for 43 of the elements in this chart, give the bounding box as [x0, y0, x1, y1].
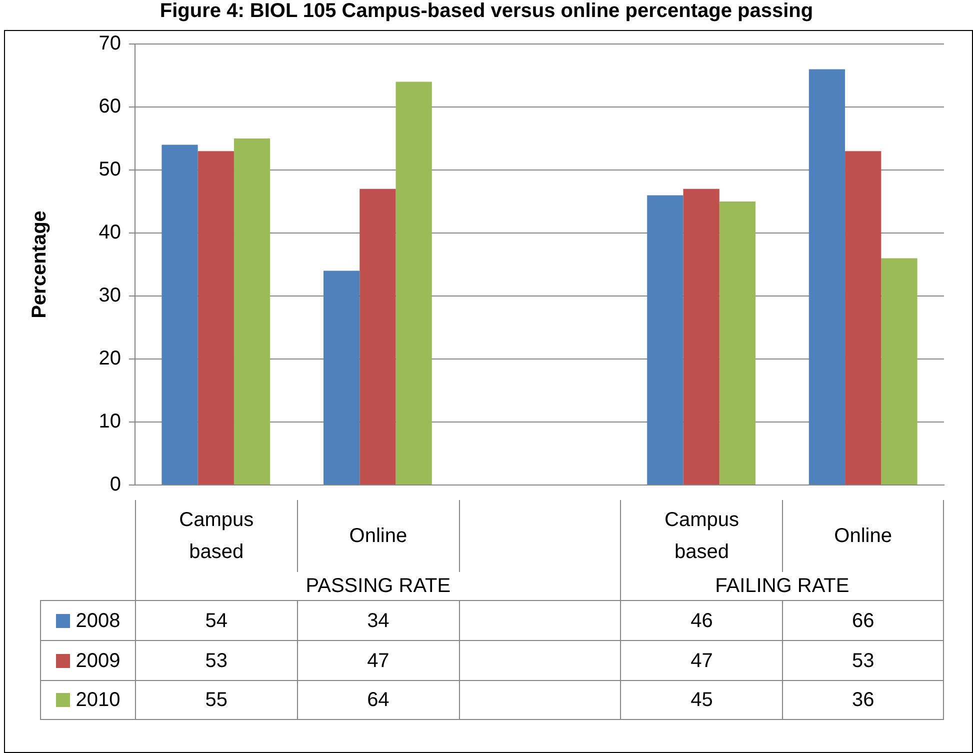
data-label: 64: [296, 680, 459, 720]
data-label: 55: [135, 680, 297, 720]
y-tick-label: 60: [98, 96, 121, 118]
data-label: 36: [782, 680, 944, 720]
data-label: 54: [135, 600, 297, 640]
bar: [683, 188, 720, 484]
legend-label: 2008: [74, 608, 120, 634]
data-label: 46: [620, 600, 782, 640]
data-label: 53: [782, 640, 944, 680]
y-axis-title: Percentage: [28, 210, 51, 318]
y-tick-label: 30: [98, 284, 121, 307]
bar: [360, 188, 396, 484]
bar: [719, 202, 756, 484]
y-tick-label: 50: [98, 158, 121, 181]
x-tick-label: Online: [296, 500, 459, 572]
bar: [845, 151, 882, 484]
data-label: 47: [296, 640, 459, 680]
bar: [647, 195, 684, 484]
bar: [323, 270, 360, 484]
y-tick-label: 40: [98, 222, 121, 244]
bar: [234, 138, 270, 484]
legend-label: 2010: [74, 688, 120, 713]
y-tick-label: 70: [98, 32, 121, 55]
y-tick-label: 10: [98, 410, 121, 433]
bar: [808, 69, 846, 484]
data-label: 34: [296, 600, 459, 640]
x-tick-label: Campus based: [135, 500, 297, 572]
data-label: 47: [620, 640, 782, 680]
y-tick-label: 20: [98, 348, 121, 370]
y-tick-label: 0: [110, 474, 121, 496]
bar: [881, 258, 918, 484]
bar: [162, 144, 198, 484]
x-tick-label: Campus based: [620, 500, 782, 572]
data-label: 53: [135, 640, 297, 680]
x-tick-label: Online: [782, 500, 944, 572]
bar: [198, 151, 234, 484]
legend-label: 2009: [74, 648, 120, 674]
bar: [396, 82, 432, 484]
data-label: 45: [620, 680, 782, 720]
chart-title: Figure 4: BIOL 105 Campus-based versus online percentage passing: [158, 0, 814, 23]
data-label: 66: [782, 600, 944, 640]
text: FAILING RATE: [620, 572, 944, 600]
text: PASSING RATE: [135, 572, 620, 600]
